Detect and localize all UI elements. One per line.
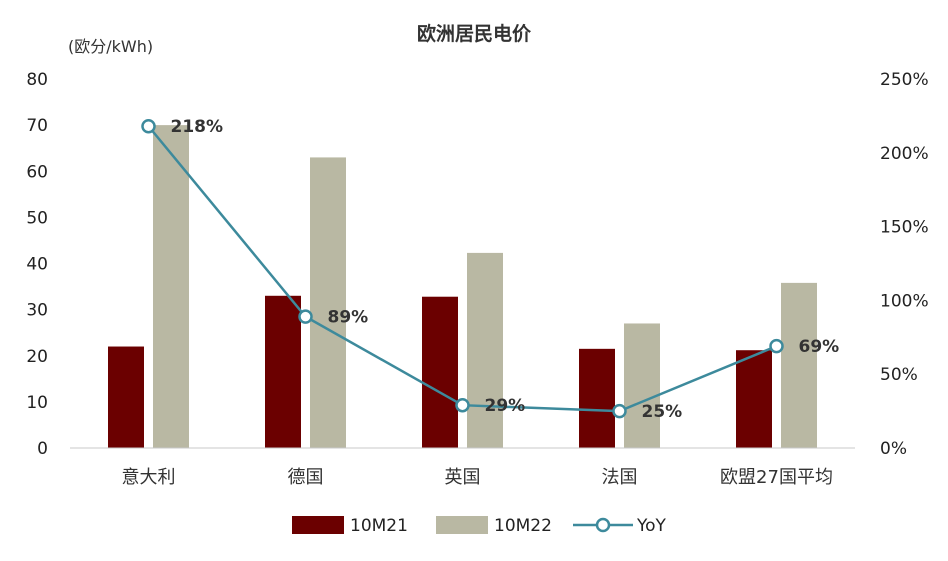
bar-10m21	[265, 295, 301, 448]
bar-10m22	[781, 282, 817, 448]
right-tick-label: 0%	[880, 439, 907, 459]
bar-10m21	[108, 346, 144, 448]
legend-swatch-10m21	[292, 516, 344, 534]
right-tick-label: 50%	[880, 365, 918, 385]
category-label: 英国	[445, 467, 481, 488]
bar-10m21	[422, 296, 458, 448]
legend: 10M21 10M22 YoY	[292, 516, 667, 536]
category-label: 法国	[602, 467, 638, 488]
yoy-point	[298, 309, 313, 324]
yoy-point	[141, 118, 156, 134]
yoy-point	[612, 403, 627, 419]
left-tick-label: 40	[26, 255, 48, 275]
bar-10m22	[624, 323, 660, 448]
yoy-data-label: 89%	[328, 308, 369, 328]
category-label: 德国	[288, 467, 324, 488]
category-label: 欧盟27国平均	[720, 467, 833, 488]
left-tick-label: 10	[26, 393, 48, 413]
yoy-data-label: 29%	[485, 396, 526, 416]
right-tick-label: 200%	[880, 144, 929, 164]
left-tick-label: 80	[26, 70, 48, 90]
yoy-data-label: 69%	[799, 337, 840, 357]
left-axis-ticks: 0 10 20 30 40 50 60 70 80	[26, 70, 48, 459]
legend-swatch-yoy-marker	[595, 517, 611, 533]
bar-10m22	[153, 125, 189, 448]
left-tick-label: 70	[26, 116, 48, 136]
yoy-line-layer	[141, 118, 784, 419]
left-tick-label: 0	[37, 439, 48, 459]
bar-10m21	[579, 348, 615, 448]
right-tick-label: 250%	[880, 70, 929, 90]
bar-10m21	[736, 350, 772, 448]
left-tick-label: 30	[26, 301, 48, 321]
yoy-point	[455, 397, 470, 413]
yoy-data-label: 25%	[642, 402, 683, 422]
legend-label: YoY	[636, 516, 667, 536]
yoy-data-label: 218%	[171, 117, 224, 137]
left-tick-label: 60	[26, 162, 48, 182]
chart-title: 欧洲居民电价	[417, 22, 532, 45]
legend-swatch-10m22	[436, 516, 488, 534]
legend-label: 10M22	[494, 516, 552, 536]
y-axis-unit-label: (欧分/kWh)	[68, 37, 153, 56]
bar-10m22	[310, 157, 346, 448]
left-tick-label: 50	[26, 208, 48, 228]
bar-10m22	[467, 252, 503, 448]
bars	[108, 125, 817, 448]
legend-label: 10M21	[350, 516, 408, 536]
right-axis-ticks: 0% 50% 100% 150% 200% 250%	[880, 70, 929, 459]
yoy-data-labels: 218% 89% 29% 25% 69%	[171, 117, 840, 422]
right-tick-label: 100%	[880, 291, 929, 311]
yoy-point	[769, 338, 784, 354]
category-label: 意大利	[122, 467, 176, 488]
left-tick-label: 20	[26, 347, 48, 367]
yoy-line	[147, 125, 777, 413]
category-labels: 意大利 德国 英国 法国 欧盟27国平均	[122, 467, 833, 488]
right-tick-label: 150%	[880, 218, 929, 238]
